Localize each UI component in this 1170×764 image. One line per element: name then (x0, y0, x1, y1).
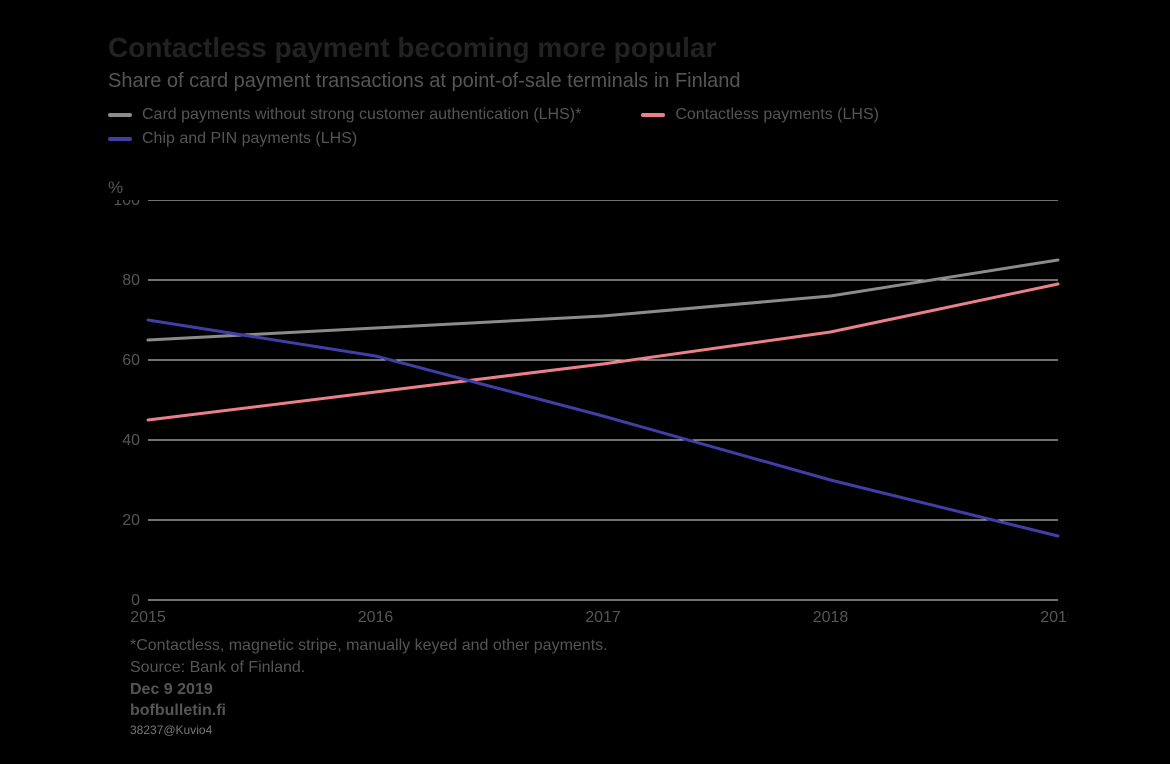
legend-swatch (108, 137, 132, 141)
legend-item-without-auth: Card payments without strong customer au… (108, 106, 581, 124)
legend-label: Contactless payments (LHS) (675, 106, 879, 124)
footer-date: Dec 9 2019 (130, 679, 608, 701)
chart-subtitle: Share of card payment transactions at po… (108, 70, 741, 93)
svg-text:20: 20 (122, 512, 140, 529)
svg-text:40: 40 (122, 432, 140, 449)
line-chart-plot: 0 20 40 60 80 100 2015 2016 2017 2018 2019 (108, 200, 1068, 630)
legend-label: Chip and PIN payments (LHS) (142, 130, 357, 148)
legend-swatch (641, 113, 665, 117)
svg-text:80: 80 (122, 272, 140, 289)
legend-row: Chip and PIN payments (LHS) (108, 130, 1068, 148)
chart-title: Contactless payment becoming more popula… (108, 32, 716, 64)
legend-label: Card payments without strong customer au… (142, 106, 581, 124)
svg-text:2016: 2016 (358, 609, 394, 626)
svg-text:2015: 2015 (130, 609, 166, 626)
legend-item-chip-pin: Chip and PIN payments (LHS) (108, 130, 528, 148)
svg-text:2019: 2019 (1040, 609, 1068, 626)
footer-site: bofbulletin.fi (130, 700, 608, 722)
svg-text:2017: 2017 (585, 609, 621, 626)
svg-text:60: 60 (122, 352, 140, 369)
footer-source-value: Bank of Finland. (190, 659, 306, 676)
footer-source-label: Source: (130, 659, 185, 676)
y-axis-unit: % (108, 178, 123, 198)
svg-text:0: 0 (131, 592, 140, 609)
footer-source: Source: Bank of Finland. (130, 657, 608, 679)
footer-ref: 38237@Kuvio4 (130, 722, 608, 738)
chart-footer: *Contactless, magnetic stripe, manually … (130, 635, 608, 738)
legend-row: Card payments without strong customer au… (108, 106, 1068, 124)
legend: Card payments without strong customer au… (108, 106, 1068, 154)
svg-text:100: 100 (113, 200, 140, 209)
legend-item-contactless: Contactless payments (LHS) (641, 106, 1061, 124)
chart-container: Contactless payment becoming more popula… (0, 0, 1170, 764)
footer-note: *Contactless, magnetic stripe, manually … (130, 635, 608, 657)
svg-text:2018: 2018 (813, 609, 849, 626)
legend-swatch (108, 113, 132, 117)
